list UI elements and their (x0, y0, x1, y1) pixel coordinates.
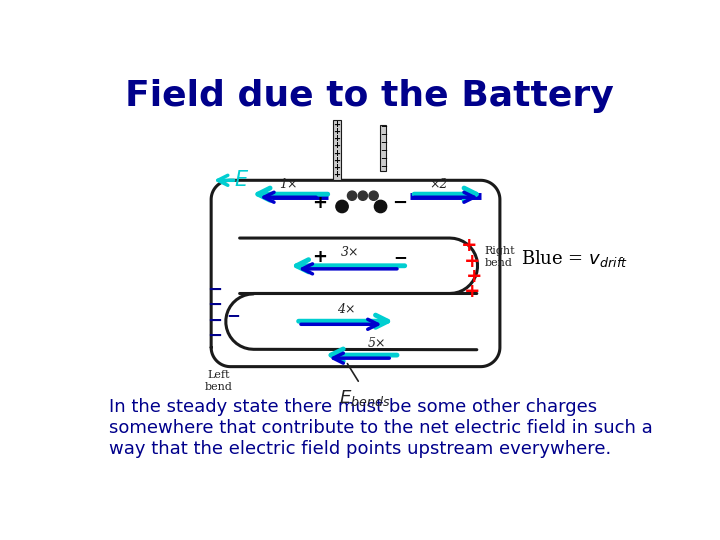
Text: −: − (207, 281, 222, 299)
Bar (379, 125, 386, 171)
Text: Field due to the Battery: Field due to the Battery (125, 79, 613, 113)
Text: ×2: ×2 (429, 178, 448, 191)
Text: +: + (333, 120, 340, 130)
Text: +: + (333, 148, 340, 158)
Bar (333, 120, 341, 180)
Text: +: + (464, 282, 480, 301)
Text: 4×: 4× (337, 303, 355, 316)
Text: −: − (392, 194, 408, 212)
Text: +: + (461, 237, 477, 255)
Text: +: + (333, 156, 340, 165)
Circle shape (359, 191, 367, 200)
Text: +: + (467, 267, 482, 286)
Circle shape (348, 191, 356, 200)
Text: +: + (333, 163, 340, 172)
Text: +: + (333, 127, 340, 137)
Text: +: + (312, 248, 327, 266)
Text: −: − (380, 146, 387, 155)
Text: −: − (393, 248, 407, 266)
Text: −: − (207, 312, 222, 329)
Text: −: − (380, 122, 387, 131)
Text: −: − (207, 296, 222, 314)
Text: In the steady state there must be some other charges
somewhere that contribute t: In the steady state there must be some o… (109, 398, 652, 458)
Text: +: + (333, 134, 340, 144)
Text: $E_{bends}$: $E_{bends}$ (339, 388, 391, 408)
Text: +: + (333, 170, 340, 179)
Text: −: − (380, 138, 387, 147)
Text: +: + (464, 252, 480, 271)
Text: 1×: 1× (279, 178, 297, 191)
Text: Right
bend: Right bend (485, 246, 515, 268)
Text: Left
bend: Left bend (205, 370, 233, 392)
Text: 5×: 5× (367, 337, 386, 350)
Text: −: − (380, 154, 387, 163)
Text: −: − (226, 306, 240, 324)
Text: −: − (380, 130, 387, 139)
Text: 3×: 3× (341, 246, 359, 259)
Text: Blue = $v_{drift}$: Blue = $v_{drift}$ (521, 248, 629, 269)
Text: +: + (333, 141, 340, 151)
Circle shape (336, 200, 348, 213)
Circle shape (369, 191, 378, 200)
Text: $E$: $E$ (235, 170, 250, 190)
Text: −: − (380, 162, 387, 171)
Text: +: + (312, 194, 327, 212)
Circle shape (374, 200, 387, 213)
Text: −: − (207, 327, 222, 345)
